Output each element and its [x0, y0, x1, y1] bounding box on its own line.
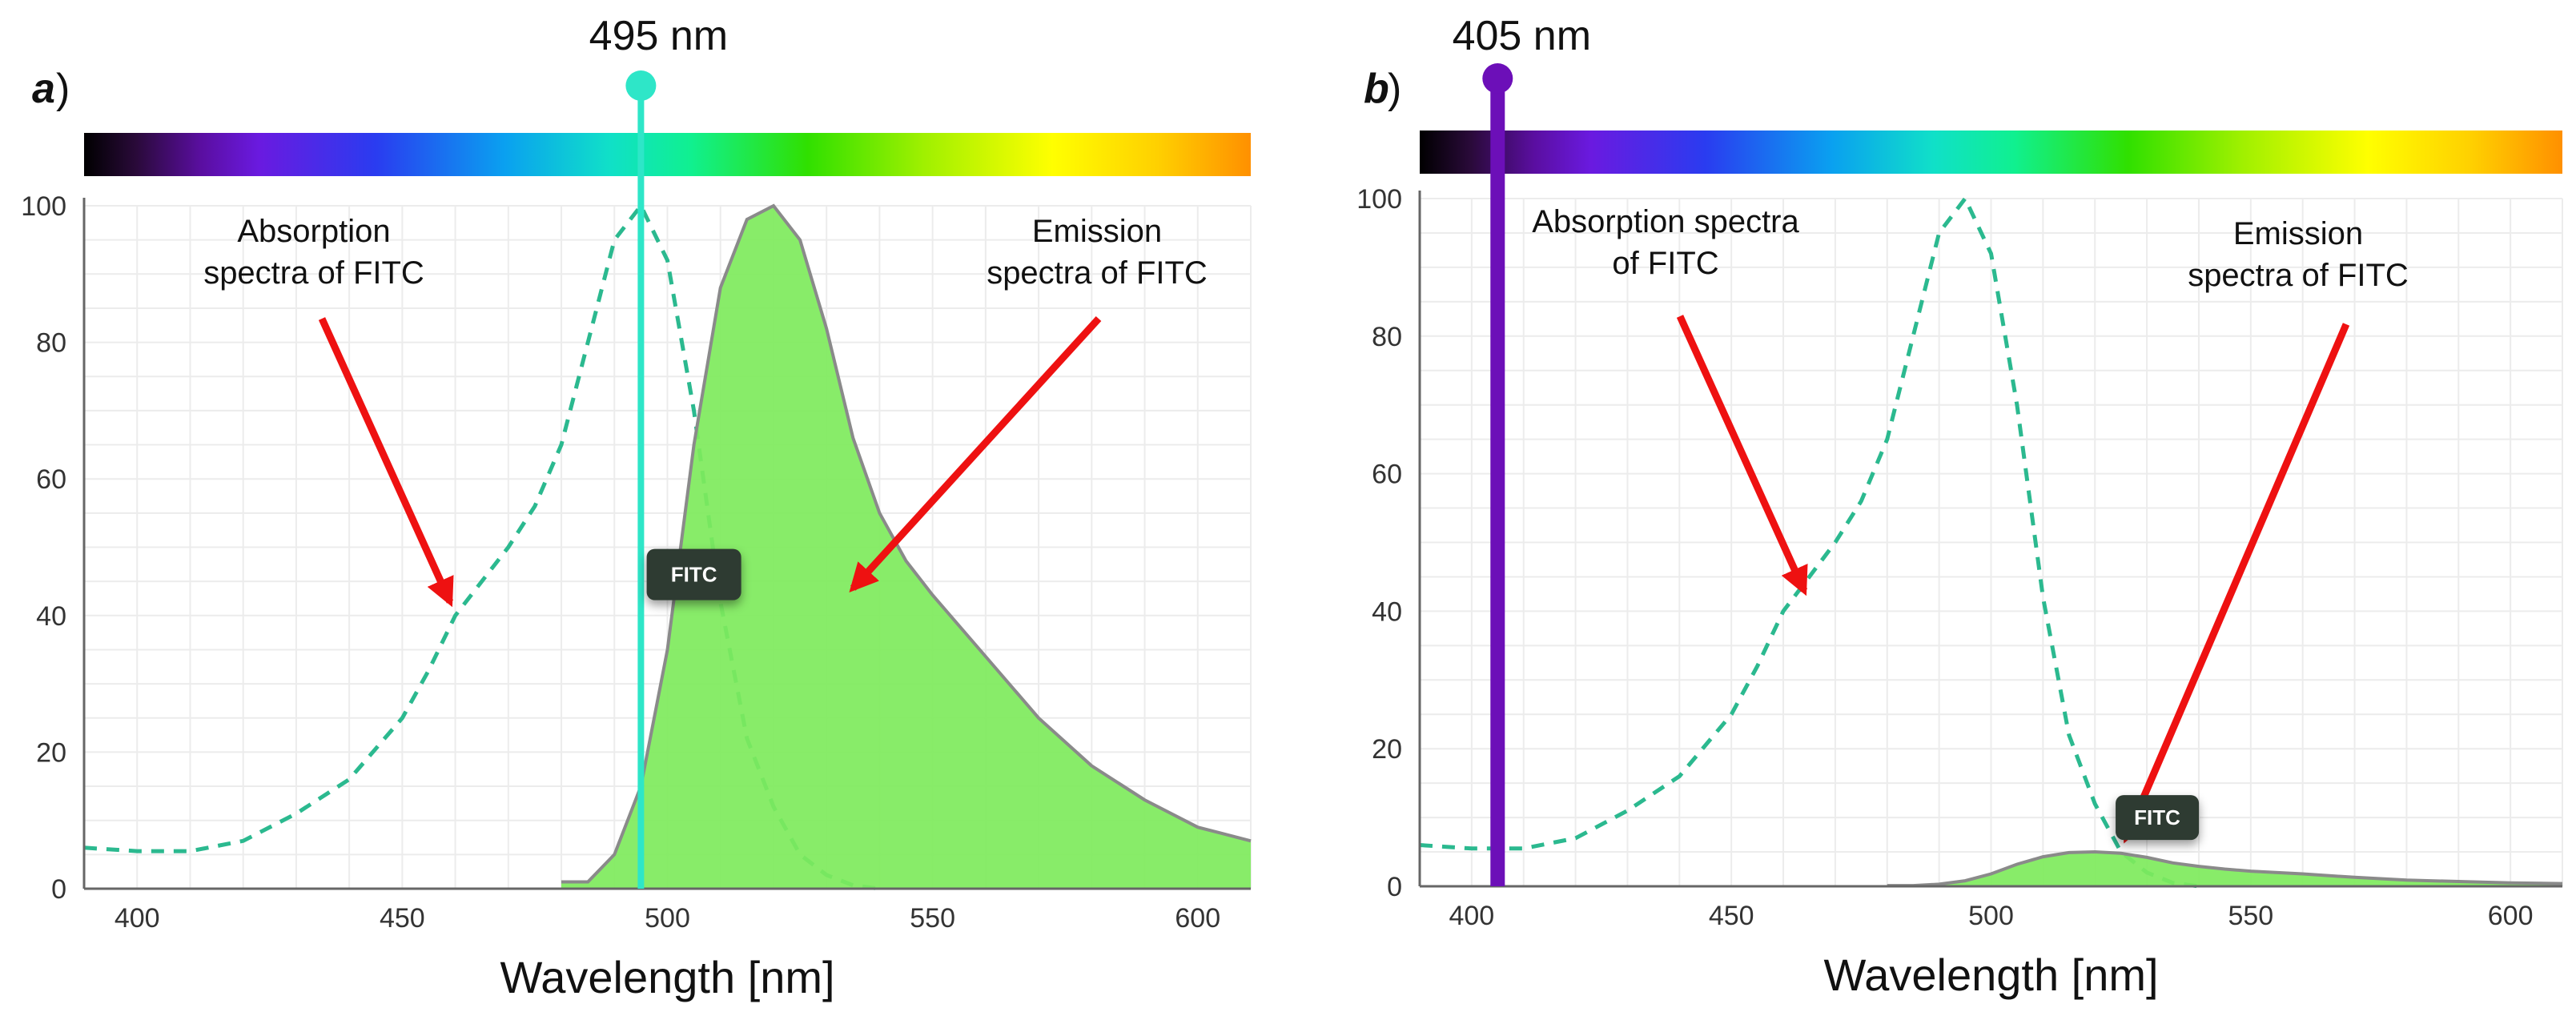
panel-letter: b [1364, 66, 1389, 112]
y-tick-label: 80 [36, 328, 66, 359]
badge-label: FITC [671, 563, 717, 587]
x-tick-label: 450 [1709, 901, 1754, 931]
absorption-annotation-label: Absorption spectra of FITC [203, 214, 424, 291]
x-tick-label: 450 [380, 903, 425, 934]
y-tick-label: 20 [36, 737, 66, 768]
y-tick-label: 20 [1372, 734, 1402, 765]
x-tick-label: 500 [1968, 901, 2014, 931]
annotation-line: Emission [1032, 214, 1162, 249]
emission-arrow [2126, 324, 2346, 838]
laser-marker [1482, 63, 1513, 94]
x-tick-label: 500 [645, 903, 690, 934]
y-tick-label: 100 [1356, 184, 1402, 215]
absorption-arrow [1680, 316, 1804, 591]
x-tick-label: 600 [1175, 903, 1220, 934]
fitc-legend-badge: FITC [2116, 795, 2199, 840]
x-tick-label: 550 [910, 903, 955, 934]
laser-wavelength-label: 405 nm [1453, 13, 1591, 59]
laser-marker [625, 70, 656, 101]
annotation-line: Emission [2233, 216, 2363, 251]
grid [1420, 199, 2562, 886]
y-tick-label: 60 [36, 464, 66, 495]
y-tick-label: 40 [1372, 596, 1402, 627]
panel-letter-paren: ) [1388, 66, 1401, 112]
fitc-legend-badge: FITC [647, 549, 741, 600]
x-tick-label: 400 [1449, 901, 1494, 931]
absorption-arrow [322, 319, 450, 602]
x-axis-title: Wavelength [nm] [500, 952, 834, 1002]
y-tick-label: 0 [51, 874, 66, 905]
panel-a: a) 400 450 500 550 600 0 20 40 60 80 100 Wavelength … [21, 13, 1251, 1002]
annotation-line: spectra of FITC [203, 255, 424, 291]
panel-letter-paren: ) [56, 66, 70, 112]
y-tick-label: 100 [21, 191, 66, 222]
annotation-line: spectra of FITC [2188, 258, 2409, 293]
annotation-line: of FITC [1612, 246, 1718, 281]
y-tick-label: 40 [36, 601, 66, 632]
spectrum-color-bar [1420, 131, 2562, 174]
fitc-spectra-figure: a)400 450 500 550 600020406080100Wavelength … [0, 0, 2576, 1024]
annotation-line: Absorption spectra [1532, 204, 1799, 239]
y-tick-label: 0 [1387, 872, 1402, 902]
laser-wavelength-label: 495 nm [589, 13, 728, 59]
annotation-line: spectra of FITC [987, 255, 1208, 291]
x-tick-label: 550 [2228, 901, 2273, 931]
absorption-annotation-label: Absorption spectra of FITC [1532, 204, 1799, 281]
x-axis-title: Wavelength [nm] [1823, 950, 2158, 1000]
emission-annotation-label: Emission spectra of FITC [987, 214, 1208, 291]
x-tick-label: 600 [2488, 901, 2534, 931]
spectrum-color-bar [84, 133, 1251, 176]
panel-letter: a [32, 66, 55, 112]
y-tick-label: 80 [1372, 322, 1402, 352]
x-tick-label: 400 [115, 903, 160, 934]
badge-label: FITC [2134, 805, 2180, 829]
y-tick-label: 60 [1372, 460, 1402, 490]
panel-b: b) 400 450 500 550 600 0 20 40 60 80 100 Wavelength … [1356, 13, 2562, 1000]
annotation-line: Absorption [237, 214, 390, 249]
emission-annotation-label: Emission spectra of FITC [2188, 216, 2409, 293]
